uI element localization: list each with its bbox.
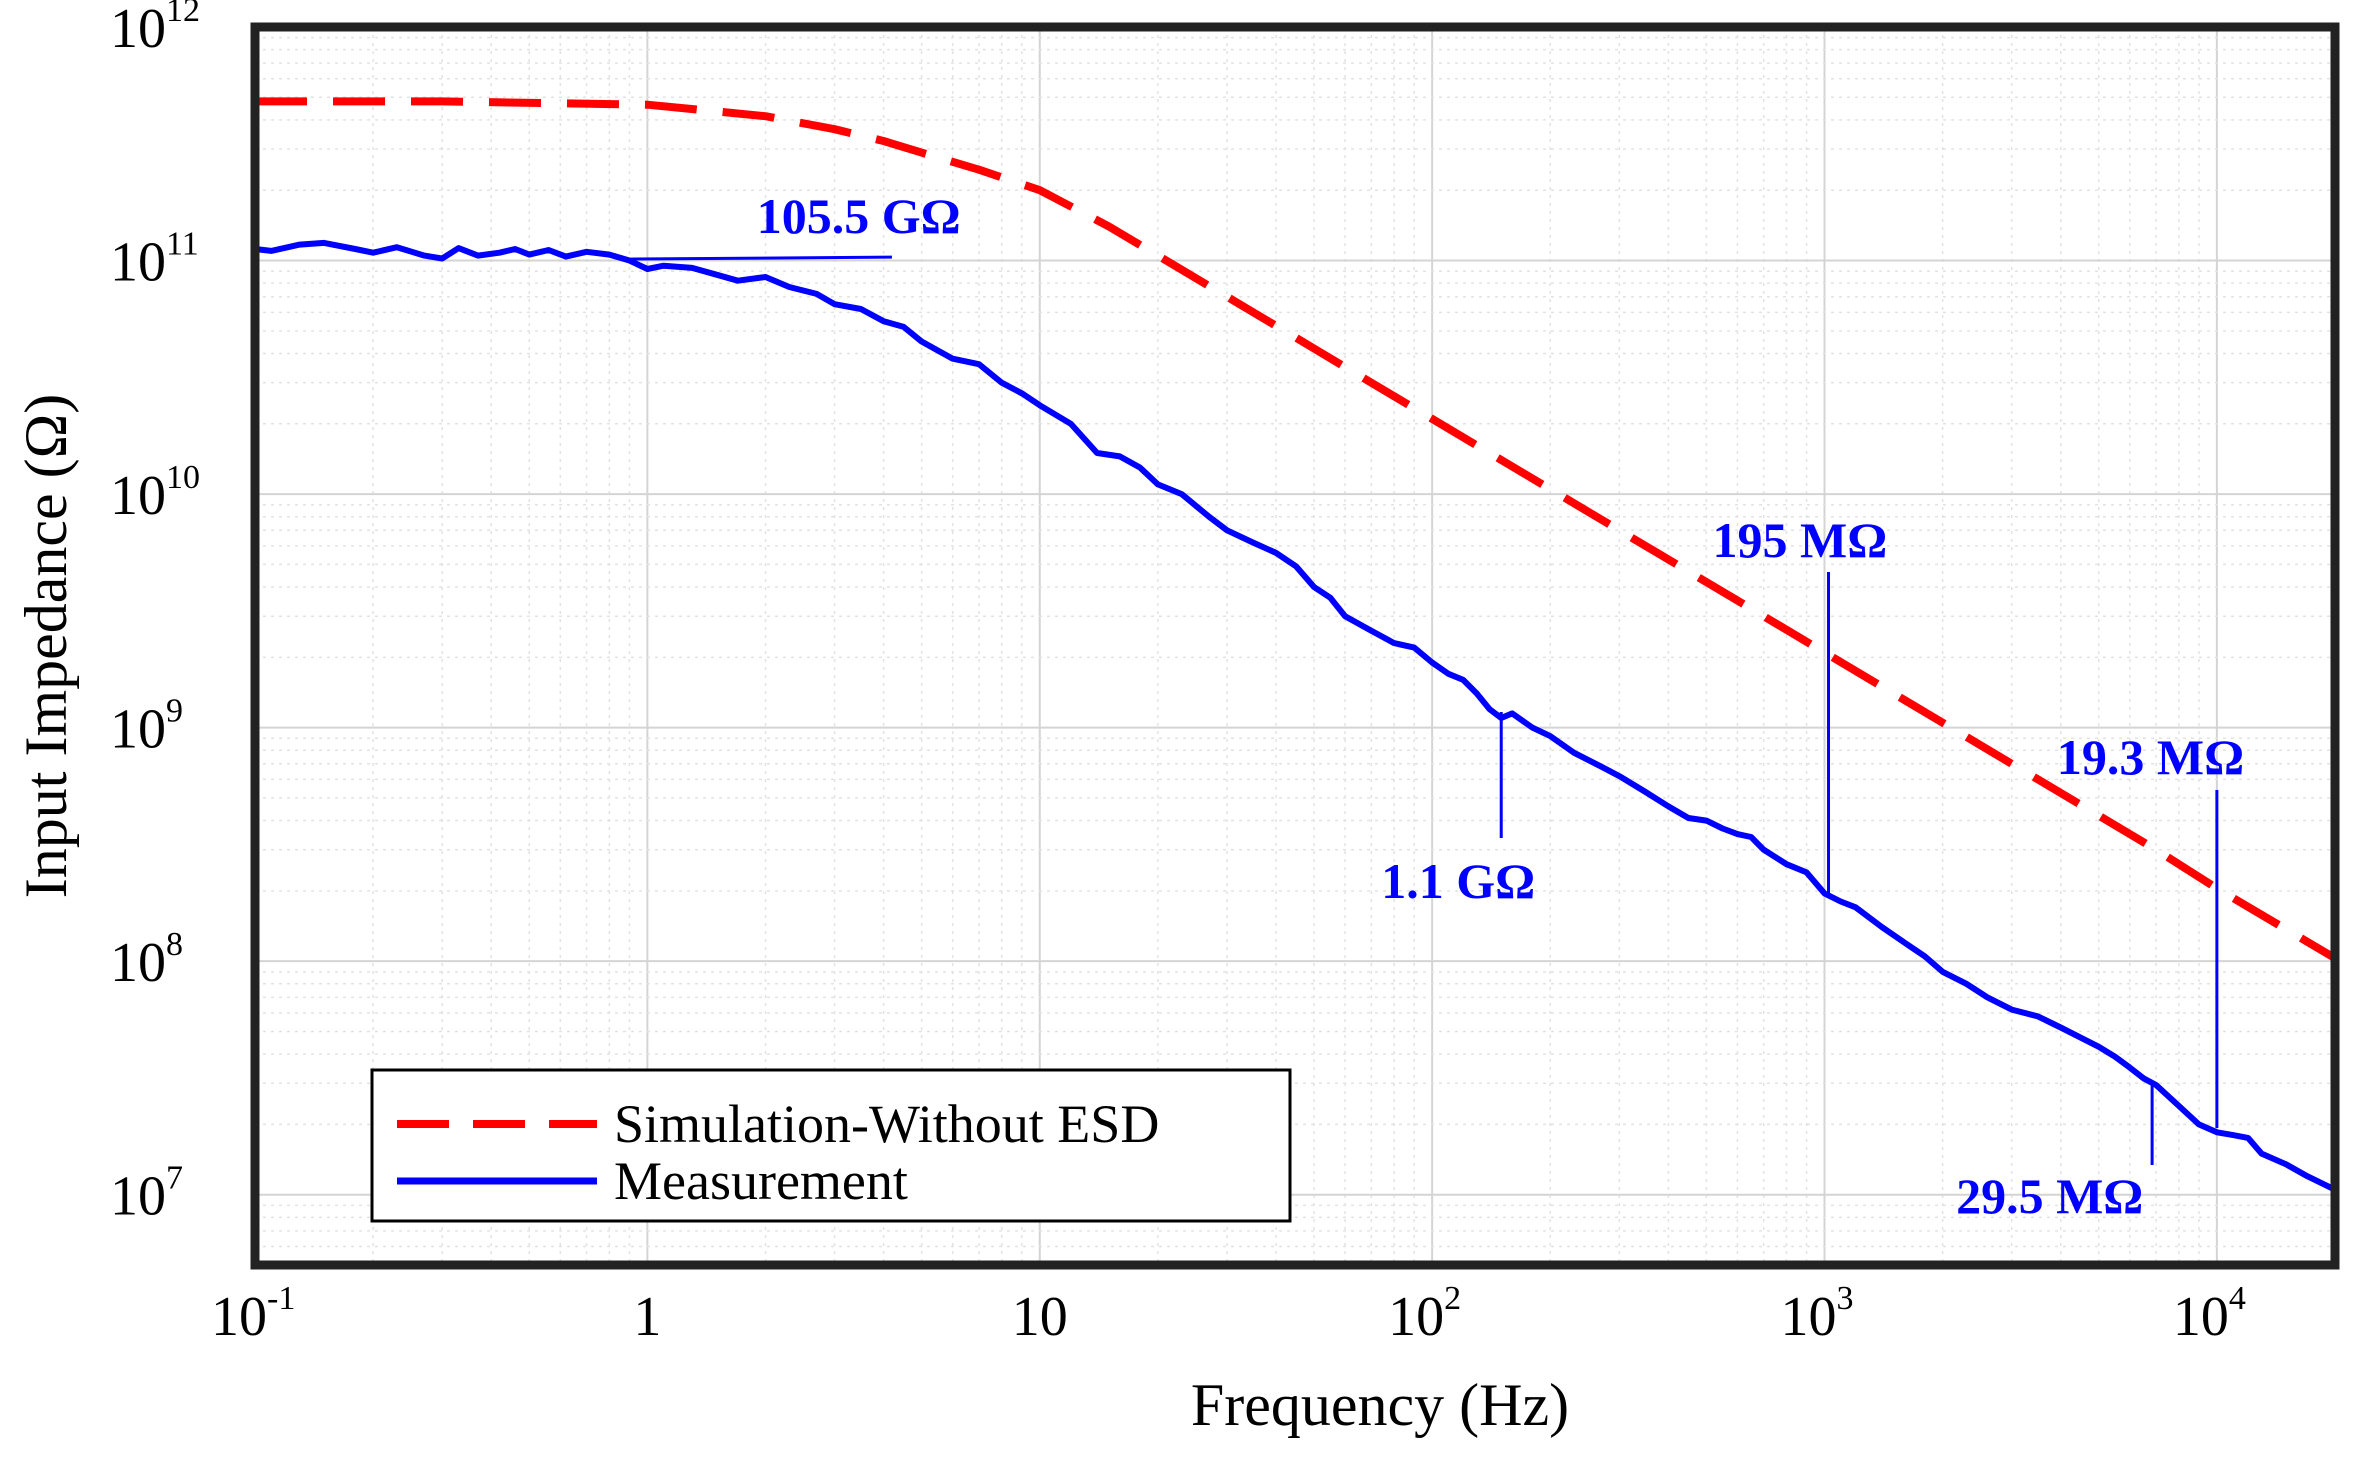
series-layer — [254, 97, 2338, 1193]
annotation-label: 29.5 MΩ — [1956, 1168, 2143, 1224]
x-tick-label: 103 — [1781, 1280, 1854, 1348]
y-tick-label: 1010 — [110, 459, 200, 527]
series-line-simulation — [255, 97, 2338, 962]
annotation-label: 19.3 MΩ — [2057, 729, 2244, 785]
x-tick-label: 10-1 — [211, 1280, 295, 1348]
grid — [254, 26, 2336, 1266]
legend-label-simulation: Simulation-Without ESD — [614, 1094, 1159, 1154]
y-tick-label: 1012 — [110, 0, 200, 60]
y-tick-label: 109 — [110, 693, 183, 761]
y-tick-label: 107 — [110, 1160, 183, 1228]
x-tick-label: 102 — [1388, 1280, 1461, 1348]
legend-label-measurement: Measurement — [614, 1151, 908, 1211]
annotation-leader — [627, 255, 892, 261]
annotation-label: 195 MΩ — [1713, 512, 1888, 568]
y-tick-label: 1011 — [110, 226, 199, 294]
annotation-layer: 105.5 GΩ 1.1 GΩ 195 MΩ 19.3 MΩ 29.5 MΩ — [627, 188, 2244, 1224]
series-line-measurement — [254, 239, 2337, 1193]
legend: Simulation-Without ESD Measurement — [370, 1068, 1292, 1223]
legend-box — [370, 1068, 1292, 1223]
x-tick-label: 10 — [1012, 1286, 1068, 1348]
y-tick-labels: 107 108 109 1010 1011 1012 — [110, 0, 200, 1228]
annotation-label: 105.5 GΩ — [757, 188, 961, 244]
plot-frame — [250, 22, 2340, 1270]
y-tick-label: 108 — [110, 926, 183, 994]
x-tick-label: 104 — [2173, 1280, 2246, 1348]
y-axis-label: Input Impedance (Ω) — [13, 394, 79, 898]
x-tick-label: 1 — [633, 1286, 661, 1348]
annotation-label: 1.1 GΩ — [1381, 853, 1535, 909]
x-axis-label: Frequency (Hz) — [1191, 1372, 1569, 1438]
x-tick-labels: 10-1 1 10 102 103 104 — [211, 1280, 2246, 1348]
